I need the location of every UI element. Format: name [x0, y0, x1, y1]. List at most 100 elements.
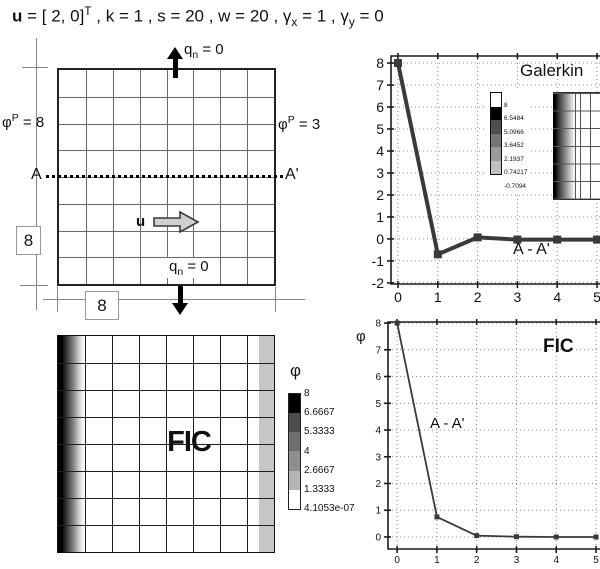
svg-text:4: 4	[375, 426, 381, 437]
fic-contour-label: FIC	[167, 426, 212, 458]
svg-text:2: 2	[474, 555, 480, 566]
down-arrowhead-icon	[172, 303, 188, 315]
colorbar-value: 1.3333	[304, 483, 335, 495]
svg-text:0: 0	[376, 231, 384, 247]
legend-band	[491, 120, 501, 134]
svg-text:3: 3	[514, 555, 520, 566]
up-arrow-icon	[173, 58, 178, 78]
colorbar-band	[289, 432, 300, 452]
legend-value: 6.5484	[504, 115, 524, 122]
fic-plot-title: FIC	[543, 336, 574, 357]
svg-text:1: 1	[434, 289, 442, 305]
section-label-A: A	[31, 166, 42, 183]
vertical-dimension-line	[36, 38, 37, 310]
velocity-label: u	[136, 213, 146, 230]
legend-value: -0.7094	[504, 182, 527, 190]
down-arrow-icon	[178, 286, 183, 303]
legend-band	[491, 106, 501, 120]
svg-text:0: 0	[394, 289, 402, 305]
mesh-line	[58, 525, 274, 526]
colorbar-value: 2.6667	[304, 464, 335, 476]
colorbar-band	[289, 470, 300, 490]
colorbar-value: 4.1053e-07	[304, 503, 355, 514]
mesh-line	[59, 96, 274, 98]
mesh-line	[58, 390, 274, 391]
fic-profile-plot: 0 1 2 3 4 5 0 1 2 3 4 5 6 7 8	[352, 315, 600, 569]
svg-text:5: 5	[593, 289, 600, 305]
legend-colorbar	[490, 92, 502, 175]
velocity-arrow-icon	[153, 210, 200, 234]
svg-text:-1: -1	[372, 253, 385, 269]
svg-text:5: 5	[375, 399, 381, 410]
fic-contour-mesh	[57, 335, 275, 553]
dimension-tick	[20, 285, 48, 286]
width-dimension: 8	[85, 291, 119, 320]
svg-text:0: 0	[375, 532, 381, 543]
svg-text:6: 6	[376, 99, 384, 115]
svg-text:-2: -2	[372, 275, 385, 291]
galerkin-level-legend: 8 6.5484 5.0966 3.6452 2.1937 0.74217 -0.7094	[486, 88, 530, 194]
fic-plot-annotation: A - A'	[430, 415, 465, 432]
mesh-line	[58, 363, 274, 364]
dimension-tick	[57, 287, 58, 312]
svg-text:6: 6	[375, 372, 381, 383]
svg-text:7: 7	[375, 345, 381, 356]
figure-title: u = [ 2, 0]T , k = 1 , s = 20 , w = 20 ,…	[12, 4, 384, 30]
colorbar-band	[289, 394, 300, 414]
mesh-diagram: A A' qn = 0 qn = 0 φP = 8 φP = 3 u 8 8	[0, 38, 350, 320]
mesh-line	[58, 444, 274, 445]
svg-text:3: 3	[514, 289, 522, 305]
section-label-A-prime: A'	[285, 166, 299, 183]
velocity-symbol: u	[12, 6, 23, 26]
svg-text:7: 7	[376, 77, 384, 93]
right-bc-label: φP = 3	[278, 114, 321, 133]
legend-value: 3.6452	[504, 142, 524, 149]
svg-text:2: 2	[474, 289, 482, 305]
svg-text:2: 2	[376, 187, 384, 203]
top-flux-label: qn = 0	[184, 41, 224, 61]
colorbar-value: 4	[304, 445, 310, 457]
legend-band	[491, 147, 501, 161]
section-line-AA	[46, 175, 284, 178]
svg-text:3: 3	[376, 165, 384, 181]
galerkin-annotation: A - A'	[513, 241, 550, 258]
svg-text:1: 1	[376, 209, 384, 225]
svg-text:5: 5	[593, 555, 599, 566]
legend-band	[491, 93, 501, 107]
colorbar-value: 6.6667	[304, 407, 335, 419]
mesh-line	[59, 203, 274, 205]
horizontal-dimension-line	[43, 299, 305, 300]
mesh-line	[59, 123, 274, 125]
legend-band	[491, 133, 501, 147]
legend-value: 5.0966	[504, 128, 524, 136]
svg-text:8: 8	[376, 55, 384, 71]
dimension-tick	[275, 287, 276, 312]
mesh-line	[59, 230, 274, 232]
legend-band	[491, 160, 501, 174]
plot-canvas: 0 1 2 3 4 5 0 1 2 3 4 5 6 7 8	[375, 319, 600, 566]
svg-text:2: 2	[375, 479, 381, 490]
mesh-line	[58, 498, 274, 499]
mesh-line	[59, 150, 274, 152]
left-bc-label: φP = 8	[2, 112, 45, 131]
mesh-line	[58, 417, 274, 418]
fic-contour: FIC φ 8 6.6667 5.3333 4 2.6667 1.3333 4.1053e-…	[30, 320, 360, 569]
mesh-line	[58, 471, 274, 472]
svg-text:4: 4	[553, 555, 559, 566]
fic-colorbar	[288, 393, 301, 510]
mesh-line	[59, 257, 274, 259]
up-arrowhead-icon	[167, 47, 183, 59]
colorbar-value: 5.3333	[304, 426, 335, 438]
svg-text:3: 3	[375, 452, 381, 463]
height-dimension: 8	[16, 226, 41, 255]
bottom-flux-label: qn = 0	[167, 258, 211, 278]
legend-value: 0.74217	[504, 169, 528, 176]
galerkin-contour-inset	[553, 92, 600, 200]
colorbar-band	[289, 489, 300, 509]
svg-text:4: 4	[376, 143, 384, 159]
colorbar-band	[289, 451, 300, 471]
svg-text:5: 5	[376, 121, 384, 137]
legend-value: 2.1937	[504, 155, 524, 163]
colorbar-title: φ	[290, 361, 302, 380]
